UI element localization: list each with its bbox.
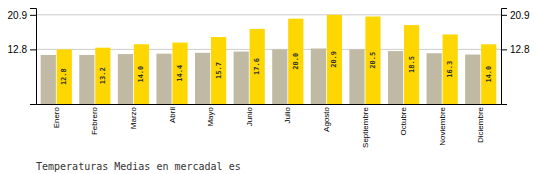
bar (234, 52, 249, 104)
tick-label: Febrero (90, 106, 99, 135)
tick: 12.8 (501, 44, 530, 55)
tick: 20.9 (501, 10, 530, 21)
tick-label: 20.9 (8, 10, 28, 21)
chart-svg: 12.8 13.2 14.0 14.4 15.7 17.6 20.0 20.9 20.5 18.5… (0, 0, 537, 174)
tick-label: 12.8 (510, 44, 530, 55)
chart-container: 12.8 13.2 14.0 14.4 15.7 17.6 20.0 20.9 20.5 18.5… (0, 0, 537, 174)
data-label: 15.7 (215, 62, 223, 79)
axis-line (37, 104, 502, 105)
tick: Enero (52, 104, 61, 128)
x-axis: Enero Febrero Marzo Abril Mayo Junio Julio Agos… (37, 104, 502, 148)
bar (172, 43, 187, 104)
tick-label: Julio (283, 106, 292, 123)
bar (195, 53, 210, 104)
bar (311, 49, 326, 104)
axis-line (502, 9, 508, 105)
grid-line (36, 14, 501, 15)
bar (349, 49, 364, 104)
bar (365, 17, 380, 104)
data-label: 14.0 (137, 66, 145, 83)
tick-label: Marzo (129, 106, 138, 129)
data-label: 14.4 (176, 65, 184, 82)
series (57, 15, 497, 104)
bar (57, 49, 72, 104)
tick-label: Noviembre (438, 106, 447, 145)
bar (427, 53, 442, 104)
tick-mark (501, 15, 507, 16)
bar (388, 51, 403, 104)
data-label: 16.3 (446, 61, 454, 78)
tick: Julio (283, 104, 292, 123)
data-label: 17.6 (253, 58, 261, 75)
tick-label: Octubre (399, 106, 408, 135)
data-label: 12.8 (60, 68, 68, 85)
bar (272, 49, 287, 104)
bar (95, 48, 110, 104)
tick: Octubre (399, 104, 408, 135)
bar (465, 55, 480, 104)
axis-line (30, 9, 37, 105)
tick-label: Junio (245, 106, 254, 126)
tick-label: Enero (52, 106, 61, 128)
tick: Junio (245, 104, 254, 126)
data-labels: 12.8 13.2 14.0 14.4 15.7 17.6 20.0 20.9 20.5 18.5… (60, 51, 492, 85)
bar (250, 29, 265, 104)
bar (481, 44, 496, 104)
tick-label: Diciembre (476, 106, 485, 143)
bar (288, 19, 303, 104)
bar (211, 37, 226, 104)
tick: Mayo (206, 104, 215, 127)
tick: Septiembre (361, 104, 370, 148)
tick-label: Septiembre (361, 106, 370, 147)
data-label: 18.5 (408, 56, 416, 73)
tick-label: Agosto (322, 106, 331, 131)
y2-axis: 12.8 20.9 (501, 9, 530, 105)
tick: 20.9 (8, 10, 36, 21)
grid (36, 15, 501, 50)
tick: Abril (168, 104, 177, 123)
data-label: 14.0 (485, 66, 493, 83)
tick: Noviembre (438, 104, 447, 146)
tick: Marzo (129, 104, 138, 129)
bar (79, 55, 94, 104)
tick: 12.8 (8, 44, 36, 55)
tick: Febrero (90, 104, 99, 135)
title: Temperaturas Medias en mercadal es (36, 161, 241, 172)
bars (41, 15, 497, 104)
bar (404, 25, 419, 104)
bar (327, 15, 342, 104)
bar (443, 34, 458, 104)
tick-mark (501, 49, 507, 50)
plot: 12.8 13.2 14.0 14.4 15.7 17.6 20.0 20.9 20.5 18.5… (8, 9, 530, 148)
bar (41, 55, 56, 104)
tick: Diciembre (476, 104, 485, 143)
bar (118, 54, 133, 104)
data-label: 20.5 (369, 52, 377, 69)
tick-label: Abril (168, 107, 177, 123)
data-label: 20.9 (330, 51, 338, 68)
y-axis: 12.8 20.9 (8, 9, 37, 105)
tick: Agosto (322, 104, 331, 132)
tick-mark (30, 49, 36, 50)
data-label: 20.0 (292, 53, 300, 70)
tick-label: 20.9 (510, 10, 530, 21)
bar (156, 54, 171, 104)
tick-label: Mayo (206, 106, 215, 126)
data-label: 13.2 (99, 67, 107, 84)
tick-label: 12.8 (8, 44, 28, 55)
bar (134, 44, 149, 104)
tick-mark (30, 15, 36, 16)
